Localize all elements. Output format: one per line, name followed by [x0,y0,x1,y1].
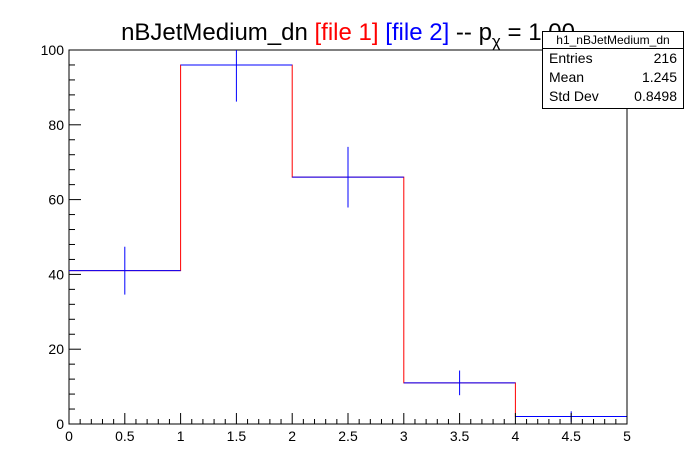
chart-title: nBJetMedium_dn [file 1] [file 2] -- pχ =… [121,19,575,51]
x-tick-label: 1 [177,428,185,444]
x-tick-label: 0.5 [115,428,135,444]
y-tick-label: 0 [56,416,64,432]
y-tick-label: 100 [41,42,65,58]
title-file2-label: [file 2] [385,19,449,46]
x-tick-label: 4.5 [561,428,581,444]
title-chi-subscript: χ [492,32,501,51]
x-tick-label: 0 [65,428,73,444]
file1-histogram-line [69,64,628,424]
stats-row-entries: Entries 216 [543,49,683,68]
y-tick-label: 80 [48,117,64,133]
stats-row-mean: Mean 1.245 [543,68,683,87]
file2-data-point [180,50,293,102]
x-tick-label: 4 [512,428,520,444]
stats-row-stddev: Std Dev 0.8498 [543,87,683,106]
stats-mean-value: 1.245 [641,69,677,85]
stats-box-title: h1_nBJetMedium_dn [543,32,683,49]
x-tick-label: 1.5 [227,428,247,444]
x-tick-label: 2 [288,428,296,444]
x-axis: 0 0.5 1 1.5 2 2.5 3 3.5 4 4.5 5 [65,413,631,444]
x-tick-label: 5 [623,428,631,444]
stats-stddev-label: Std Dev [549,88,599,104]
file2-data-point [292,146,404,208]
y-tick-label: 60 [48,192,64,208]
y-tick-label: 20 [48,341,64,357]
file2-data-point [69,246,181,295]
stats-stddev-value: 0.8498 [634,88,677,104]
stats-entries-label: Entries [549,50,593,66]
title-file1-label: [file 1] [315,19,379,46]
stats-entries-value: 216 [653,50,677,66]
y-axis: 0 20 40 60 80 100 [41,42,81,432]
stats-box: h1_nBJetMedium_dn Entries 216 Mean 1.245… [542,31,684,109]
x-tick-label: 3.5 [450,428,470,444]
x-tick-label: 2.5 [338,428,358,444]
y-tick-label: 40 [48,266,64,282]
stats-mean-label: Mean [549,69,585,85]
file2-data-point [403,370,516,396]
x-tick-label: 3 [400,428,408,444]
